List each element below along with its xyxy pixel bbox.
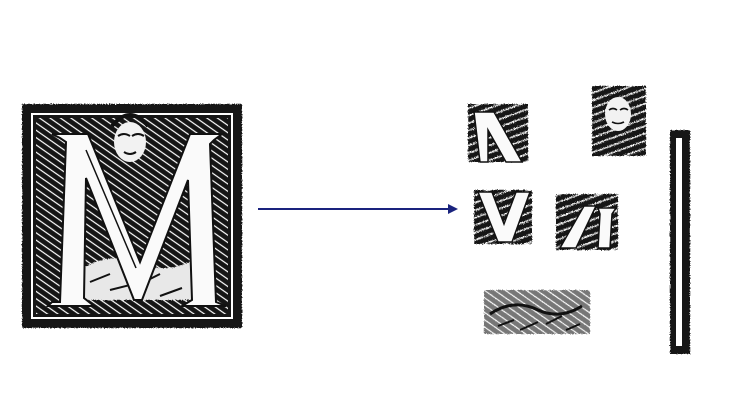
initial-figure-face xyxy=(110,113,150,162)
source-initial-m xyxy=(22,104,242,328)
fragment-face xyxy=(592,86,646,156)
fragment-middle-left-vertex xyxy=(474,190,532,244)
fragment-top-left-stroke xyxy=(468,104,528,163)
fragment-middle-right-stroke xyxy=(556,194,618,250)
fragment-hands-bottom xyxy=(484,290,590,334)
initial-letter-m xyxy=(45,133,227,307)
fragment-right-border-strip xyxy=(670,130,690,354)
